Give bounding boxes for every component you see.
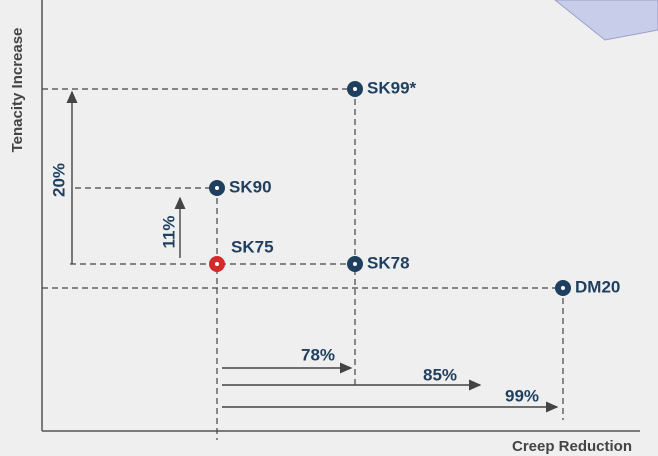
point-center <box>215 262 219 266</box>
points: SK99* SK90 SK75 SK78 DM20 <box>209 78 620 296</box>
arrow-label: 85% <box>423 365 457 384</box>
point-center <box>353 87 357 91</box>
arrow-label: 20% <box>49 163 68 197</box>
point-center <box>353 262 357 266</box>
arrow-label: 78% <box>301 345 335 364</box>
y-axis-label: Tenacity Increase <box>9 28 26 153</box>
point-label: SK78 <box>367 253 410 272</box>
point-label: DM20 <box>575 277 620 296</box>
point-center <box>215 186 219 190</box>
x-axis-label: Creep Reduction <box>512 438 632 455</box>
point-center <box>561 286 565 290</box>
arrows <box>66 90 559 413</box>
arrow-label: 11% <box>159 215 178 248</box>
point-label: SK75 <box>231 237 274 256</box>
arrow-label: 99% <box>505 386 539 405</box>
point-label: SK90 <box>229 177 272 196</box>
axes <box>41 0 640 432</box>
point-label: SK99* <box>367 78 417 97</box>
decoration <box>554 0 658 41</box>
